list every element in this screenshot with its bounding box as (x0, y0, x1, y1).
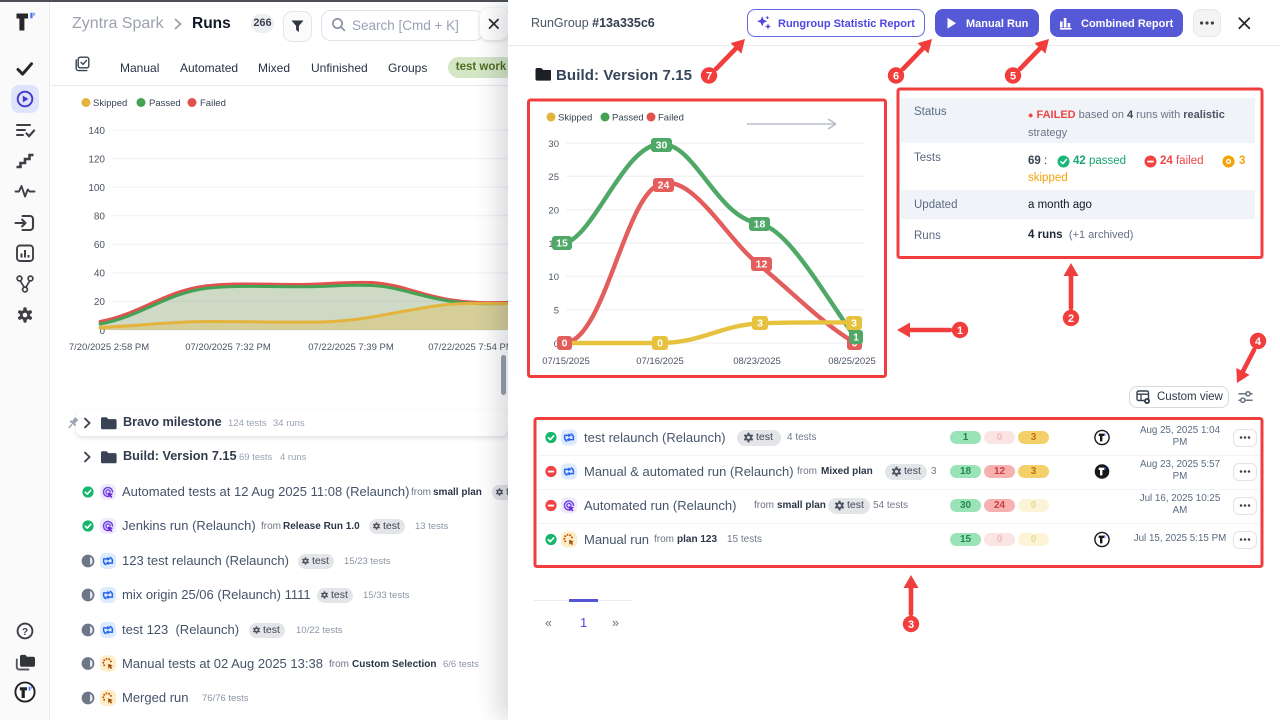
svg-text:60: 60 (94, 240, 106, 251)
svg-text:07/20/2025 7:32 PM: 07/20/2025 7:32 PM (185, 342, 271, 353)
svg-text:24: 24 (658, 180, 670, 192)
svg-text:100: 100 (88, 183, 105, 194)
svg-text:3: 3 (757, 318, 763, 330)
svg-text:20: 20 (548, 206, 559, 217)
svg-text:0: 0 (562, 338, 568, 350)
svg-text:5: 5 (554, 306, 559, 317)
svg-text:07/15/2025: 07/15/2025 (542, 356, 590, 367)
svg-text:10: 10 (548, 272, 559, 283)
svg-text:30: 30 (548, 139, 559, 150)
svg-text:Skipped: Skipped (93, 98, 127, 109)
svg-text:25: 25 (548, 172, 559, 183)
svg-text:1: 1 (853, 332, 859, 344)
svg-text:Failed: Failed (200, 98, 226, 109)
svg-text:40: 40 (94, 269, 106, 280)
svg-text:140: 140 (88, 126, 105, 137)
svg-text:20: 20 (94, 297, 106, 308)
svg-text:Skipped: Skipped (558, 113, 592, 124)
svg-text:0: 0 (657, 338, 663, 350)
svg-text:08/25/2025: 08/25/2025 (828, 356, 876, 367)
svg-text:0: 0 (99, 326, 105, 337)
svg-text:07/16/2025: 07/16/2025 (636, 356, 684, 367)
svg-text:120: 120 (88, 154, 105, 165)
svg-text:80: 80 (94, 212, 106, 223)
svg-text:Passed: Passed (149, 98, 181, 109)
svg-text:Failed: Failed (658, 113, 684, 124)
svg-text:30: 30 (656, 140, 668, 152)
svg-text:08/23/2025: 08/23/2025 (733, 356, 781, 367)
svg-text:7/20/2025 2:58 PM: 7/20/2025 2:58 PM (69, 342, 149, 353)
svg-text:18: 18 (754, 219, 766, 231)
svg-text:07/22/2025 7:39 PM: 07/22/2025 7:39 PM (308, 342, 394, 353)
svg-text:3: 3 (851, 318, 857, 330)
svg-text:07/22/2025 7:54 PM: 07/22/2025 7:54 PM (428, 342, 508, 353)
svg-text:?: ? (22, 627, 28, 638)
svg-text:Passed: Passed (612, 113, 644, 124)
svg-text:15: 15 (556, 238, 568, 250)
svg-text:12: 12 (756, 259, 768, 271)
